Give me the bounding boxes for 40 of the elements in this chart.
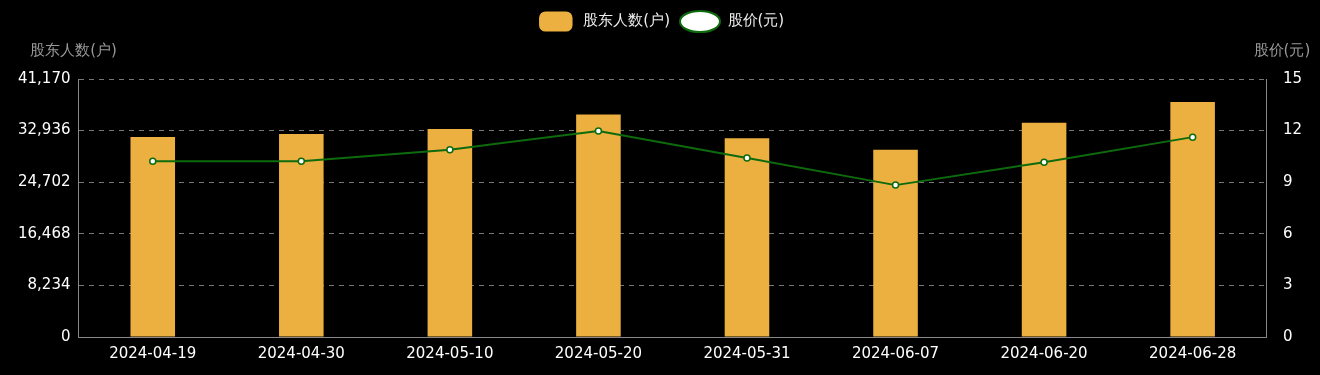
point xyxy=(1188,133,1197,141)
y-tick-label: 8,234 xyxy=(27,275,71,294)
x-tick-label: 2024-06-28 xyxy=(1149,343,1237,362)
bar xyxy=(873,149,918,337)
point xyxy=(1040,158,1048,166)
bar xyxy=(1021,122,1067,337)
bar xyxy=(576,114,621,337)
x-tick-label: 2024-04-19 xyxy=(109,343,197,362)
point xyxy=(446,145,454,154)
x-tick-label: 2024-05-10 xyxy=(406,343,494,362)
y2-tick-label: 15 xyxy=(1282,68,1303,87)
bar xyxy=(130,137,176,337)
x-tick-label: 2024-05-20 xyxy=(554,343,643,362)
y-tick-label: 24,702 xyxy=(17,172,71,191)
x-tick-label: 2024-06-07 xyxy=(851,343,940,362)
x-tick-label: 2024-05-31 xyxy=(703,343,791,362)
point xyxy=(149,157,157,165)
legend-label: 股东人数(户) xyxy=(583,11,671,30)
y2-axis-title: 股价(元) xyxy=(1253,41,1311,60)
y-axis-title: 股东人数(户) xyxy=(30,41,117,60)
x-tick-label: 2024-04-30 xyxy=(257,343,345,362)
point xyxy=(891,181,900,189)
bar xyxy=(724,138,770,337)
bar xyxy=(279,133,324,337)
point xyxy=(594,127,603,135)
x-tick-label: 2024-06-20 xyxy=(1000,343,1088,362)
y2-tick-label: 9 xyxy=(1282,172,1293,191)
bar xyxy=(427,128,473,337)
y2-tick-label: 6 xyxy=(1282,223,1293,242)
legend-label: 股价(元) xyxy=(727,11,785,30)
point xyxy=(743,154,751,162)
y-tick-label: 0 xyxy=(60,326,71,345)
y-tick-label: 41,170 xyxy=(17,68,71,87)
y2-tick-label: 3 xyxy=(1282,275,1293,294)
y-tick-label: 32,936 xyxy=(17,120,71,139)
point xyxy=(297,157,306,165)
y2-tick-label: 0 xyxy=(1282,326,1293,345)
bar xyxy=(1170,102,1215,337)
y-tick-label: 16,468 xyxy=(17,223,71,242)
y2-tick-label: 12 xyxy=(1282,120,1303,139)
